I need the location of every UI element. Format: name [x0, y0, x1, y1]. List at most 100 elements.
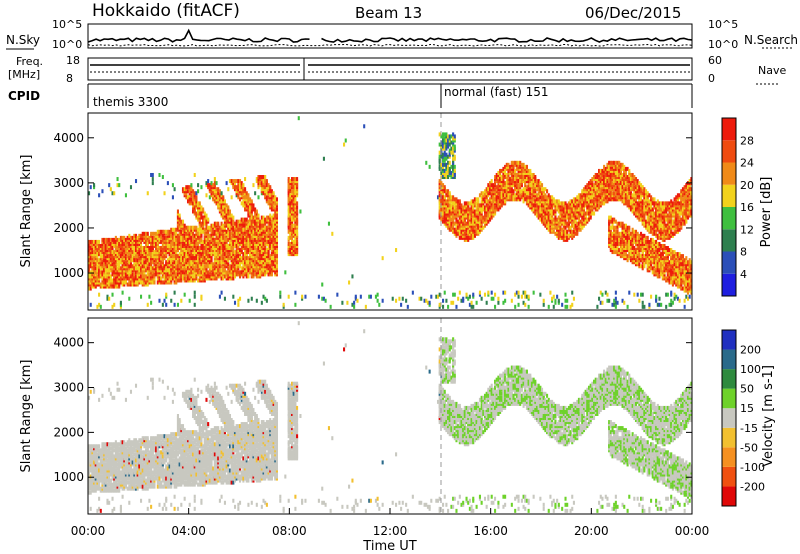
power-cell: [151, 181, 154, 186]
power-cell: [146, 272, 149, 277]
power-cell: [500, 197, 503, 202]
power-cell: [341, 300, 344, 305]
power-cell: [186, 225, 190, 230]
power-cell: [114, 276, 117, 281]
power-cell: [448, 150, 451, 155]
power-cell: [118, 272, 121, 277]
power-cell: [200, 296, 203, 301]
power-cell: [247, 250, 250, 255]
noise-sky-line: [87, 28, 693, 43]
power-cell: [192, 241, 195, 246]
power-cell: [447, 175, 450, 180]
power-cell: [525, 172, 528, 177]
power-cell: [264, 241, 267, 246]
power-cell: [445, 298, 448, 303]
power-cell: [500, 179, 503, 184]
power-cell: [478, 227, 481, 232]
power-cell: [455, 197, 458, 202]
power-cell: [452, 203, 455, 208]
power-cell: [91, 262, 94, 267]
power-cell: [512, 177, 515, 182]
power-cell: [192, 227, 195, 232]
power-cell: [581, 215, 584, 220]
power-cell: [336, 292, 339, 297]
power-cell: [101, 258, 104, 263]
power-cell: [188, 189, 191, 194]
power-cell: [181, 225, 185, 230]
power-cell: [114, 235, 117, 240]
power-cell: [163, 229, 166, 234]
power-cell: [257, 185, 260, 190]
power-cell: [198, 231, 201, 236]
power-cell: [176, 235, 179, 240]
power-cell: [270, 221, 273, 226]
power-cell: [212, 191, 215, 196]
power-cell: [160, 256, 163, 261]
power-cell: [483, 292, 487, 297]
power-cell: [544, 201, 547, 206]
power-cell: [131, 241, 134, 246]
power-cell: [272, 235, 275, 240]
power-cell: [512, 164, 515, 169]
power-cell: [124, 250, 127, 255]
power-cell: [175, 256, 178, 261]
power-cell: [237, 254, 240, 259]
power-cell: [200, 209, 203, 214]
noise-left-label: N.Sky: [6, 33, 40, 47]
power-cell: [96, 241, 99, 246]
power-cell: [499, 193, 502, 198]
power-cell: [574, 199, 577, 204]
power-cell: [475, 211, 478, 216]
power-cell: [134, 239, 138, 244]
power-cell: [218, 248, 221, 253]
power-cell: [467, 219, 470, 224]
power-cell: [178, 260, 181, 265]
power-cell: [114, 250, 117, 255]
power-cell: [269, 227, 272, 232]
power-cell: [244, 221, 247, 226]
power-cell: [88, 256, 91, 261]
power-cell: [544, 197, 547, 202]
power-cell: [448, 211, 451, 216]
power-cell: [260, 231, 263, 236]
power-cell: [453, 168, 456, 173]
power-cell: [207, 179, 210, 184]
power-cell: [200, 268, 203, 273]
power-cell: [532, 181, 535, 186]
power-cell: [140, 260, 143, 265]
power-cell: [442, 195, 445, 200]
power-cell: [418, 296, 421, 301]
power-cell: [564, 292, 567, 297]
power-cell: [141, 280, 144, 285]
power-cell: [272, 252, 275, 257]
power-cell: [213, 237, 216, 242]
power-cell: [235, 266, 238, 271]
power-cell: [136, 278, 139, 283]
power-cell: [133, 233, 136, 238]
power-cell: [153, 252, 156, 257]
power-cell: [458, 211, 461, 216]
power-cell: [586, 211, 589, 216]
power-cell: [457, 231, 460, 236]
power-cell: [472, 211, 475, 216]
power-cell: [150, 260, 153, 265]
power-cell: [504, 298, 507, 303]
power-cell: [212, 231, 215, 236]
power-cell: [507, 175, 510, 180]
power-cell: [88, 239, 91, 244]
power-cell: [93, 239, 96, 244]
power-cell: [163, 256, 166, 261]
power-cell: [245, 231, 248, 236]
power-cell: [118, 284, 121, 289]
power-cell: [163, 280, 166, 285]
power-cell: [260, 252, 263, 257]
power-cell: [197, 215, 200, 220]
power-cell: [180, 243, 183, 248]
power-cell: [176, 219, 179, 224]
power-cell: [155, 233, 158, 238]
power-cell: [88, 243, 91, 248]
power-cell: [593, 195, 596, 200]
power-cell: [233, 256, 237, 261]
power-cell: [584, 213, 587, 218]
power-cell: [502, 175, 505, 180]
